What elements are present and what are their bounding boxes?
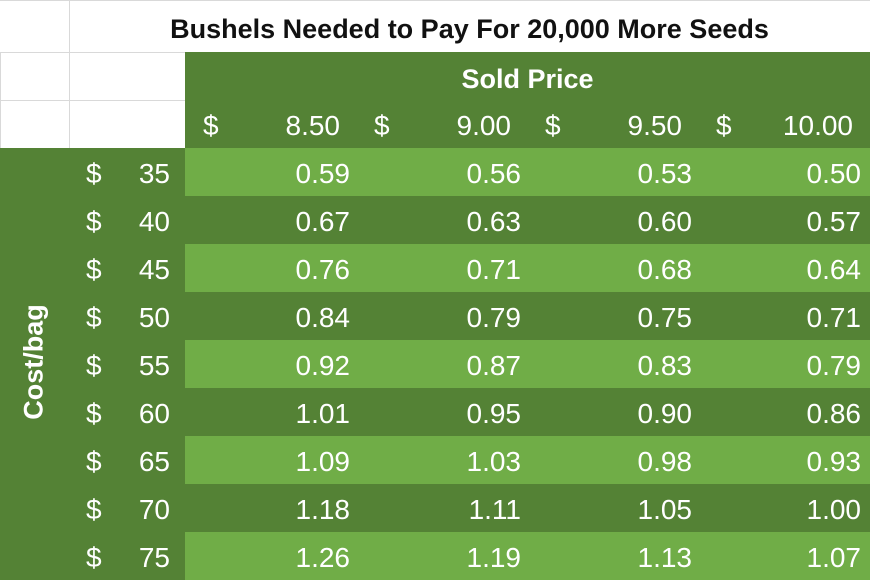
- bushels-value: 1.03: [466, 446, 522, 477]
- bushels-value: 0.68: [637, 254, 693, 285]
- bushels-value: 0.75: [637, 302, 693, 333]
- currency-symbol: $: [545, 110, 561, 141]
- cost-per-bag-value: 35: [138, 158, 170, 189]
- currency-symbol: $: [86, 398, 102, 429]
- bushels-value: 1.09: [295, 446, 351, 477]
- row-header-block: [0, 148, 185, 580]
- bushels-value: 0.60: [637, 206, 693, 237]
- cost-per-bag-value: 65: [138, 446, 170, 477]
- gridline: [0, 0, 870, 1]
- bushels-value: 0.57: [806, 206, 862, 237]
- bushels-value: 1.13: [637, 542, 693, 573]
- column-header-block: [185, 52, 870, 148]
- bushels-value: 0.98: [637, 446, 693, 477]
- bushels-value: 0.87: [466, 350, 522, 381]
- bushels-value: 1.05: [637, 494, 693, 525]
- bushels-value: 0.76: [295, 254, 351, 285]
- bushels-value: 0.71: [466, 254, 522, 285]
- cost-per-bag-value: 60: [138, 398, 170, 429]
- cost-per-bag-value: 50: [138, 302, 170, 333]
- currency-symbol: $: [86, 494, 102, 525]
- cost-per-bag-label: Cost/bag: [18, 304, 49, 420]
- table-row: [185, 532, 870, 580]
- currency-symbol: $: [716, 110, 732, 141]
- bushels-value: 0.93: [806, 446, 862, 477]
- currency-symbol: $: [86, 158, 102, 189]
- gridline: [0, 52, 185, 53]
- currency-symbol: $: [86, 350, 102, 381]
- currency-symbol: $: [86, 542, 102, 573]
- table-row: [185, 244, 870, 292]
- bushels-value: 0.84: [295, 302, 351, 333]
- bushels-value: 0.64: [806, 254, 862, 285]
- bushels-value: 0.92: [295, 350, 351, 381]
- bushels-value: 0.67: [295, 206, 351, 237]
- bushels-value: 0.95: [466, 398, 522, 429]
- bushels-value: 1.11: [468, 494, 521, 525]
- gridline: [69, 0, 70, 148]
- cost-per-bag-value: 45: [138, 254, 170, 285]
- cost-per-bag-value: 40: [138, 206, 170, 237]
- bushels-value: 0.83: [637, 350, 693, 381]
- currency-symbol: $: [86, 302, 102, 333]
- sold-price-header: 10.00: [782, 110, 853, 141]
- bushels-value: 1.26: [295, 542, 351, 573]
- table-row: [185, 196, 870, 244]
- sold-price-header: 9.00: [456, 110, 512, 141]
- bushels-value: 1.00: [806, 494, 862, 525]
- cost-per-bag-value: 75: [138, 542, 170, 573]
- bushels-value: 0.79: [466, 302, 522, 333]
- table-row: [185, 388, 870, 436]
- table-row: [185, 484, 870, 532]
- sold-price-label: Sold Price: [461, 64, 594, 94]
- currency-symbol: $: [86, 446, 102, 477]
- bushels-value: 1.07: [806, 542, 862, 573]
- currency-symbol: $: [86, 254, 102, 285]
- table-title: Bushels Needed to Pay For 20,000 More Se…: [170, 14, 769, 44]
- bushels-value: 0.59: [295, 158, 351, 189]
- gridline: [0, 52, 1, 148]
- cost-per-bag-value: 70: [138, 494, 170, 525]
- gridline: [0, 100, 185, 101]
- currency-symbol: $: [374, 110, 390, 141]
- cost-per-bag-value: 55: [138, 350, 170, 381]
- sold-price-header: 8.50: [285, 110, 341, 141]
- currency-symbol: $: [203, 110, 219, 141]
- currency-symbol: $: [86, 206, 102, 237]
- bushels-value: 1.18: [295, 494, 351, 525]
- bushels-value: 0.71: [806, 302, 862, 333]
- table-row: [185, 436, 870, 484]
- table-row: [185, 340, 870, 388]
- bushels-value: 0.90: [637, 398, 693, 429]
- bushels-value: 0.56: [466, 158, 522, 189]
- bushels-value: 1.19: [466, 542, 522, 573]
- table-row: [185, 148, 870, 196]
- bushels-value: 1.01: [295, 398, 351, 429]
- sold-price-header: 9.50: [627, 110, 683, 141]
- bushels-value: 0.50: [806, 158, 862, 189]
- bushels-value: 0.53: [637, 158, 693, 189]
- bushels-value: 0.79: [806, 350, 862, 381]
- bushels-value: 0.86: [806, 398, 862, 429]
- bushels-value: 0.63: [466, 206, 522, 237]
- table-row: [185, 292, 870, 340]
